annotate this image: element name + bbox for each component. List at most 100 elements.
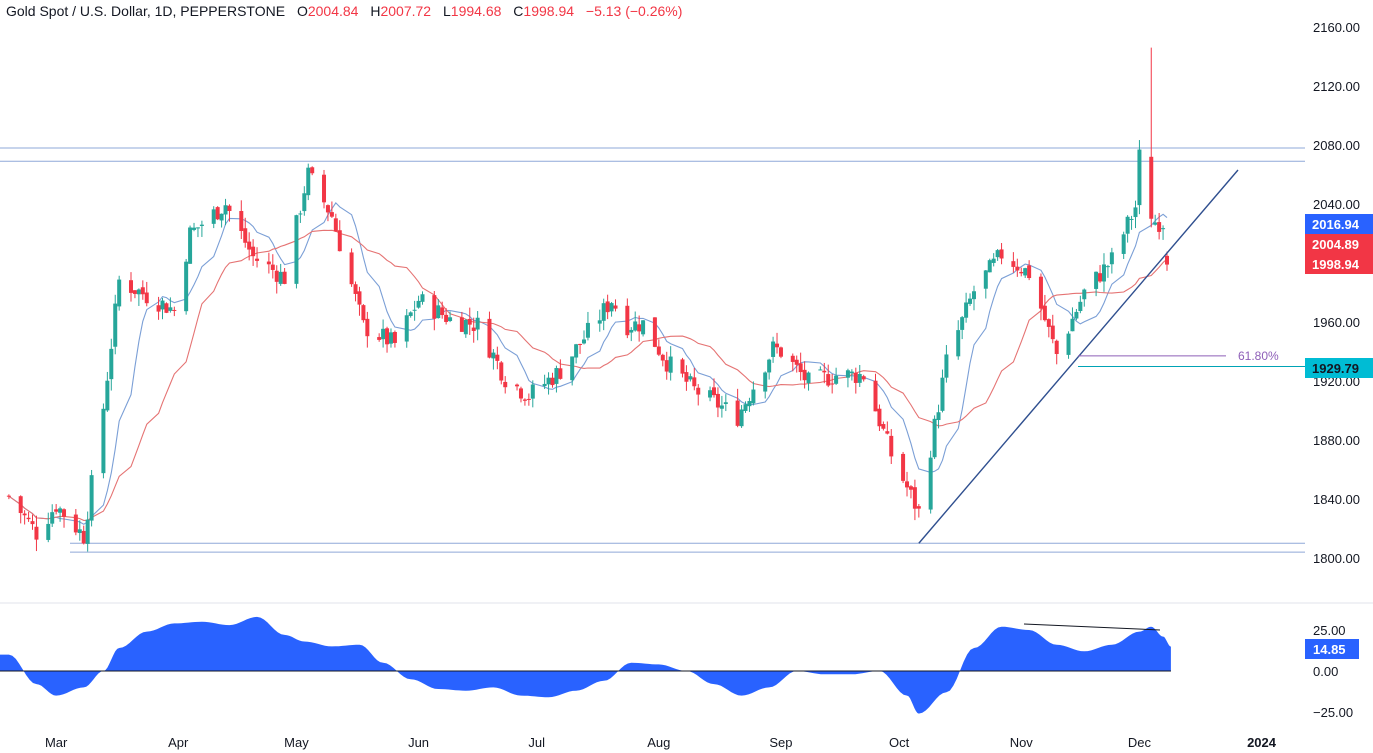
candle (136, 288, 141, 306)
open-value: 2004.84 (307, 3, 359, 19)
candle (956, 320, 961, 360)
candle (392, 330, 397, 348)
candle-body (377, 337, 382, 340)
candle (243, 217, 248, 248)
candle-body (660, 354, 665, 361)
candle-body (448, 317, 453, 322)
candle-body (790, 355, 795, 362)
candle (349, 248, 354, 287)
candle (518, 386, 523, 403)
candle-body (1023, 268, 1028, 276)
candle-body (999, 249, 1004, 259)
candle-body (440, 307, 445, 316)
candle (806, 371, 811, 391)
candle-body (467, 318, 472, 325)
candle-body (436, 305, 441, 319)
candle (459, 311, 464, 332)
candle (239, 200, 244, 239)
price-badge-box (1305, 254, 1373, 274)
candle (629, 327, 634, 342)
candle (877, 404, 882, 432)
candle (73, 508, 78, 536)
candle-body (845, 370, 850, 378)
price-tick-label: 2160.00 (1313, 20, 1360, 35)
candle (1149, 47, 1154, 228)
candle (723, 394, 728, 412)
symbol-legend[interactable]: Gold Spot / U.S. Dollar, 1D, PEPPERSTONE… (6, 3, 682, 19)
candle-body (156, 305, 161, 312)
candle-body (172, 309, 177, 311)
candle (282, 268, 287, 285)
symbol-title[interactable]: Gold Spot / U.S. Dollar, 1D, PEPPERSTONE (6, 3, 286, 19)
candle-body (227, 205, 232, 212)
candle (475, 311, 480, 341)
candle-body (664, 360, 669, 372)
candle-body (1011, 261, 1016, 267)
candle (105, 371, 110, 412)
time-axis[interactable]: Mar Apr May Jun Jul Aug Sep Oct Nov Dec 2024 (45, 735, 1277, 750)
candle-body (385, 328, 390, 345)
candle (6, 494, 11, 500)
time-tick-label: May (284, 735, 309, 750)
candle-body (491, 352, 496, 359)
candle-body (26, 517, 31, 520)
candle (1129, 215, 1134, 230)
candle (34, 515, 39, 552)
candle (743, 401, 748, 413)
candle-body (1109, 252, 1114, 265)
candle (156, 296, 161, 320)
candle (1161, 225, 1166, 240)
time-tick-label: Sep (769, 735, 792, 750)
candle (310, 166, 315, 176)
candle-body (1121, 234, 1126, 254)
candle-body (298, 213, 303, 215)
candle (751, 381, 756, 406)
candle-body (471, 327, 476, 331)
candle (412, 300, 417, 321)
candle (609, 301, 614, 317)
candle-body (282, 271, 287, 284)
divergence-line (1023, 623, 1161, 631)
candle-body (432, 295, 437, 319)
candle (983, 269, 988, 299)
candle-body (361, 305, 366, 321)
candle-body (574, 344, 579, 358)
price-badge: 2016.94 (1305, 214, 1373, 234)
candle (853, 367, 858, 394)
candle-body (499, 362, 504, 381)
candle (968, 293, 973, 306)
candle-body (89, 475, 94, 521)
candle-body (767, 359, 772, 373)
candle (574, 343, 579, 364)
candle-body (629, 329, 634, 333)
candle-body (873, 380, 878, 412)
candle-body (54, 509, 59, 512)
price-badge: 1998.94 (1305, 254, 1373, 274)
candle (1023, 267, 1028, 278)
candle-body (1133, 207, 1138, 218)
candle (790, 353, 795, 372)
horizontal-levels (0, 147, 1305, 553)
candle-body (889, 435, 894, 457)
candle-body (62, 509, 67, 517)
candle-body (625, 305, 630, 336)
candle (601, 298, 606, 331)
candle-body (928, 457, 933, 510)
candle-body (771, 341, 776, 357)
candle (794, 355, 799, 373)
candle (916, 503, 921, 518)
candle-body (526, 398, 531, 400)
candle (905, 471, 910, 497)
price-axis[interactable]: 2160.002120.002080.002040.002000.001960.… (1313, 20, 1360, 566)
candle-body (968, 298, 973, 304)
candle-body (1070, 318, 1075, 332)
slow-moving-average-line (8, 229, 1168, 521)
oscillator-axis[interactable]: 25.00 0.00 −25.00 (1313, 623, 1353, 720)
time-tick-label: Apr (168, 735, 189, 750)
candle (1098, 265, 1103, 283)
candle (132, 290, 137, 299)
oscillator-tick-label: −25.00 (1313, 705, 1353, 720)
candle (184, 258, 189, 315)
candle-body (444, 314, 449, 322)
